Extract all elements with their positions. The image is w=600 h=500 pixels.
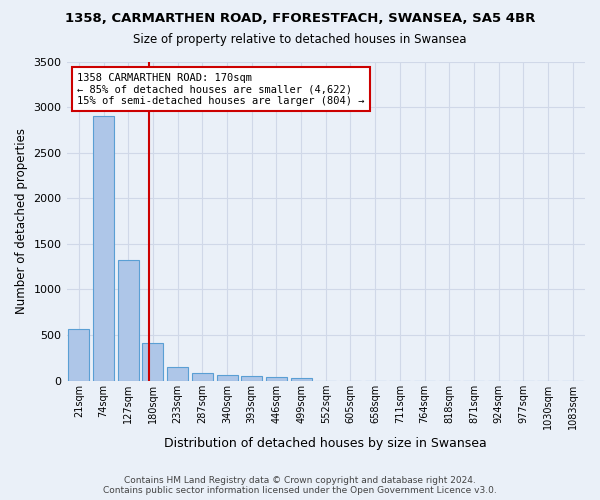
X-axis label: Distribution of detached houses by size in Swansea: Distribution of detached houses by size …: [164, 437, 487, 450]
Bar: [266, 376, 287, 380]
Bar: [167, 367, 188, 380]
Bar: [192, 374, 213, 380]
Text: Size of property relative to detached houses in Swansea: Size of property relative to detached ho…: [133, 32, 467, 46]
Bar: [241, 376, 262, 380]
Y-axis label: Number of detached properties: Number of detached properties: [15, 128, 28, 314]
Text: Contains HM Land Registry data © Crown copyright and database right 2024.
Contai: Contains HM Land Registry data © Crown c…: [103, 476, 497, 495]
Bar: [118, 260, 139, 380]
Bar: [93, 116, 114, 380]
Bar: [290, 378, 311, 380]
Text: 1358 CARMARTHEN ROAD: 170sqm
← 85% of detached houses are smaller (4,622)
15% of: 1358 CARMARTHEN ROAD: 170sqm ← 85% of de…: [77, 72, 364, 106]
Bar: [217, 375, 238, 380]
Bar: [68, 328, 89, 380]
Bar: [142, 344, 163, 380]
Text: 1358, CARMARTHEN ROAD, FFORESTFACH, SWANSEA, SA5 4BR: 1358, CARMARTHEN ROAD, FFORESTFACH, SWAN…: [65, 12, 535, 26]
